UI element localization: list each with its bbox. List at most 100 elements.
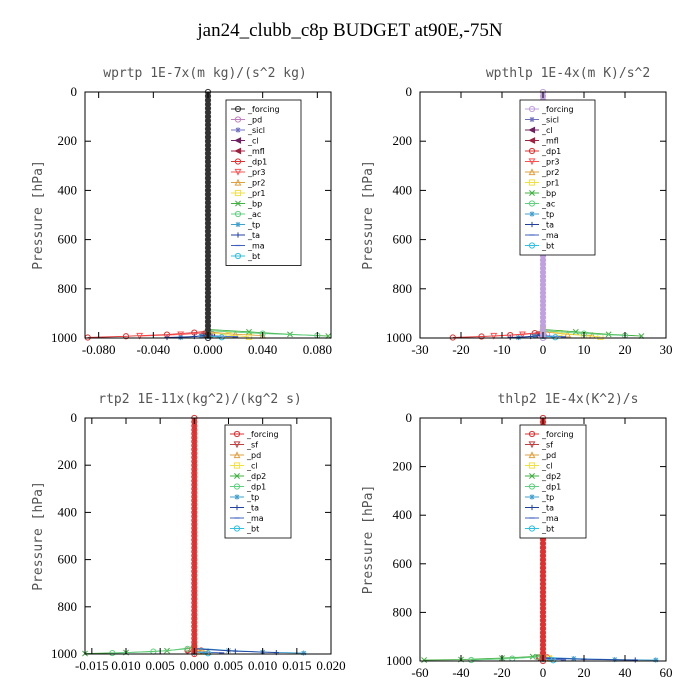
data-point (204, 277, 212, 284)
legend-marker (234, 168, 242, 176)
legend-marker (234, 137, 242, 144)
legend-label: _ma (541, 231, 559, 240)
data-point (204, 207, 212, 214)
data-point (191, 438, 198, 445)
data-point (109, 649, 116, 657)
data-point (191, 458, 198, 465)
legend-item: _bt (231, 252, 260, 261)
legend-item: _ta (231, 231, 260, 240)
data-point (539, 580, 547, 588)
data-point (191, 485, 198, 492)
x-tick-label: -60 (411, 665, 428, 680)
data-point (191, 454, 198, 461)
legend-label: _forcing (246, 430, 279, 439)
legend-marker (234, 178, 242, 186)
data-point (191, 442, 198, 449)
data-point (539, 637, 547, 644)
data-point (539, 568, 547, 575)
data-point (539, 265, 547, 272)
panel-title: thlp2 1E-4x(K^2)/s (498, 392, 639, 407)
data-point (204, 273, 212, 280)
data-point (204, 240, 212, 247)
y-tick-label: 1000 (51, 330, 77, 345)
data-point (191, 584, 198, 591)
data-point (204, 175, 212, 182)
legend-label: _pr2 (247, 179, 265, 188)
data-point (191, 469, 198, 477)
data-point (191, 560, 198, 567)
data-point (191, 528, 198, 536)
legend-item: _ta (525, 221, 554, 230)
data-point (204, 109, 212, 116)
legend-marker (528, 147, 536, 155)
legend-item: _dp1 (230, 483, 266, 492)
series-line (207, 332, 250, 338)
legend-label: _dp2 (541, 472, 561, 481)
legend-item: _ac (231, 210, 261, 219)
data-point (539, 556, 547, 563)
data-point (204, 170, 212, 178)
legend-marker (528, 441, 536, 449)
data-point (191, 509, 198, 516)
x-tick-label: -20 (493, 665, 510, 680)
legend-label: _ta (541, 504, 554, 513)
zero-profile-column (204, 88, 212, 342)
legend-item: _dp2 (525, 472, 561, 481)
data-point (539, 552, 547, 559)
legend-label: _tp (541, 493, 554, 502)
legend-label: _cl (541, 462, 553, 471)
data-point (204, 281, 212, 288)
data-point (653, 657, 659, 663)
legend-label: _bt (247, 252, 260, 261)
legend-item: _sicl (231, 126, 265, 135)
data-point (177, 331, 185, 339)
data-point (204, 199, 212, 206)
legend-label: _bp (247, 200, 262, 209)
plot-frame (84, 417, 332, 655)
data-point (539, 322, 547, 329)
legend-item: _bt (230, 525, 259, 534)
legend-item: _dp1 (231, 158, 267, 167)
data-point (539, 585, 547, 592)
data-point (539, 293, 547, 301)
data-point (539, 298, 547, 305)
legend-label: _dp1 (541, 483, 561, 492)
legend-label: _pd (246, 451, 261, 460)
data-point (539, 641, 547, 648)
legend-item: _dp1 (525, 147, 561, 156)
data-point (204, 248, 212, 255)
data-point (191, 517, 198, 524)
data-point (204, 322, 212, 329)
data-point (468, 656, 475, 664)
legend-label: _ac (247, 210, 261, 219)
data-point (245, 333, 253, 340)
data-point (204, 121, 212, 128)
data-point (191, 635, 198, 642)
legend-item: _forcing (525, 430, 574, 439)
y-axis-label: Pressure [hPa] (31, 481, 46, 591)
x-tick-label: 0.010 (111, 658, 140, 673)
data-point (204, 138, 212, 145)
legend-label: _pd (247, 116, 262, 125)
legend-label: _bt (246, 525, 259, 534)
data-point (191, 430, 198, 437)
legend-marker (234, 504, 240, 511)
legend-item: _pd (231, 116, 262, 125)
legend-item: _forcing (230, 430, 279, 439)
legend-label: _sicl (247, 126, 265, 135)
data-point (191, 603, 198, 610)
legend-label: _pd (541, 451, 556, 460)
legend-label: _mfl (541, 137, 559, 146)
legend-marker (233, 451, 241, 459)
y-tick-label: 200 (58, 457, 78, 472)
legend: _forcing _sf_pd _cl_dp2 _dp1_tp _ta_ma _bt (224, 424, 292, 539)
legend-marker (529, 494, 535, 500)
legend-item: _tp (231, 221, 260, 230)
data-point (122, 333, 130, 340)
y-tick-label: 200 (58, 133, 78, 148)
series-line (493, 332, 544, 337)
legend-marker (528, 168, 536, 176)
data-point (204, 306, 212, 313)
